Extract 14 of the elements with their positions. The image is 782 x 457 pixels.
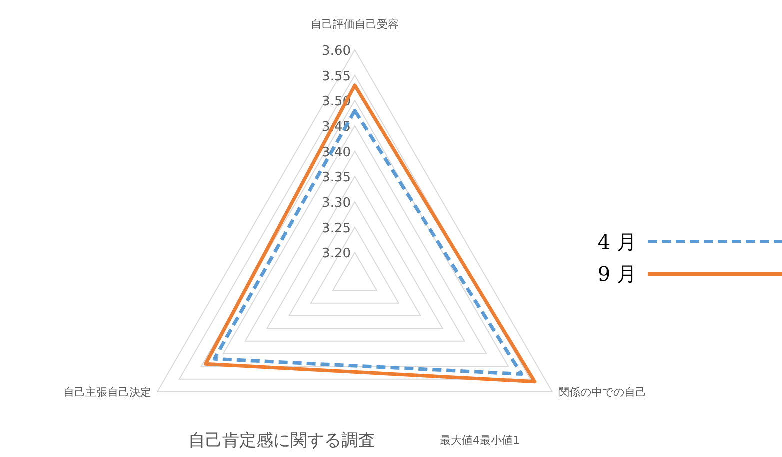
y-tick-label: 3.40: [322, 145, 351, 160]
y-tick-label: 3.25: [322, 221, 351, 236]
text: 最大値4最小値1: [440, 434, 520, 447]
text: 4 月: [598, 230, 637, 254]
text: 自己肯定感に関する調査: [188, 431, 376, 451]
y-tick-label: 3.35: [322, 170, 351, 186]
spoke-label: 自己主張自己決定: [64, 386, 152, 399]
y-tick-label: 3.30: [322, 196, 351, 211]
y-tick-label: 3.60: [322, 44, 351, 59]
spoke-label: 関係の中での自己: [558, 386, 646, 399]
y-tick-label: 3.55: [322, 69, 351, 84]
text: 9 月: [598, 262, 637, 286]
y-tick-label: 3.20: [322, 246, 351, 262]
spoke-label: 自己評価自己受容: [311, 18, 399, 31]
